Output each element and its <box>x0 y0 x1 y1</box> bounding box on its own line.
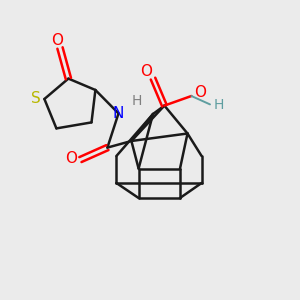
Text: O: O <box>194 85 206 100</box>
Text: O: O <box>52 33 64 48</box>
Text: O: O <box>140 64 152 79</box>
Text: H: H <box>131 94 142 108</box>
Text: H: H <box>213 98 224 112</box>
Text: N: N <box>113 106 124 121</box>
Text: O: O <box>65 151 77 166</box>
Text: S: S <box>31 91 40 106</box>
